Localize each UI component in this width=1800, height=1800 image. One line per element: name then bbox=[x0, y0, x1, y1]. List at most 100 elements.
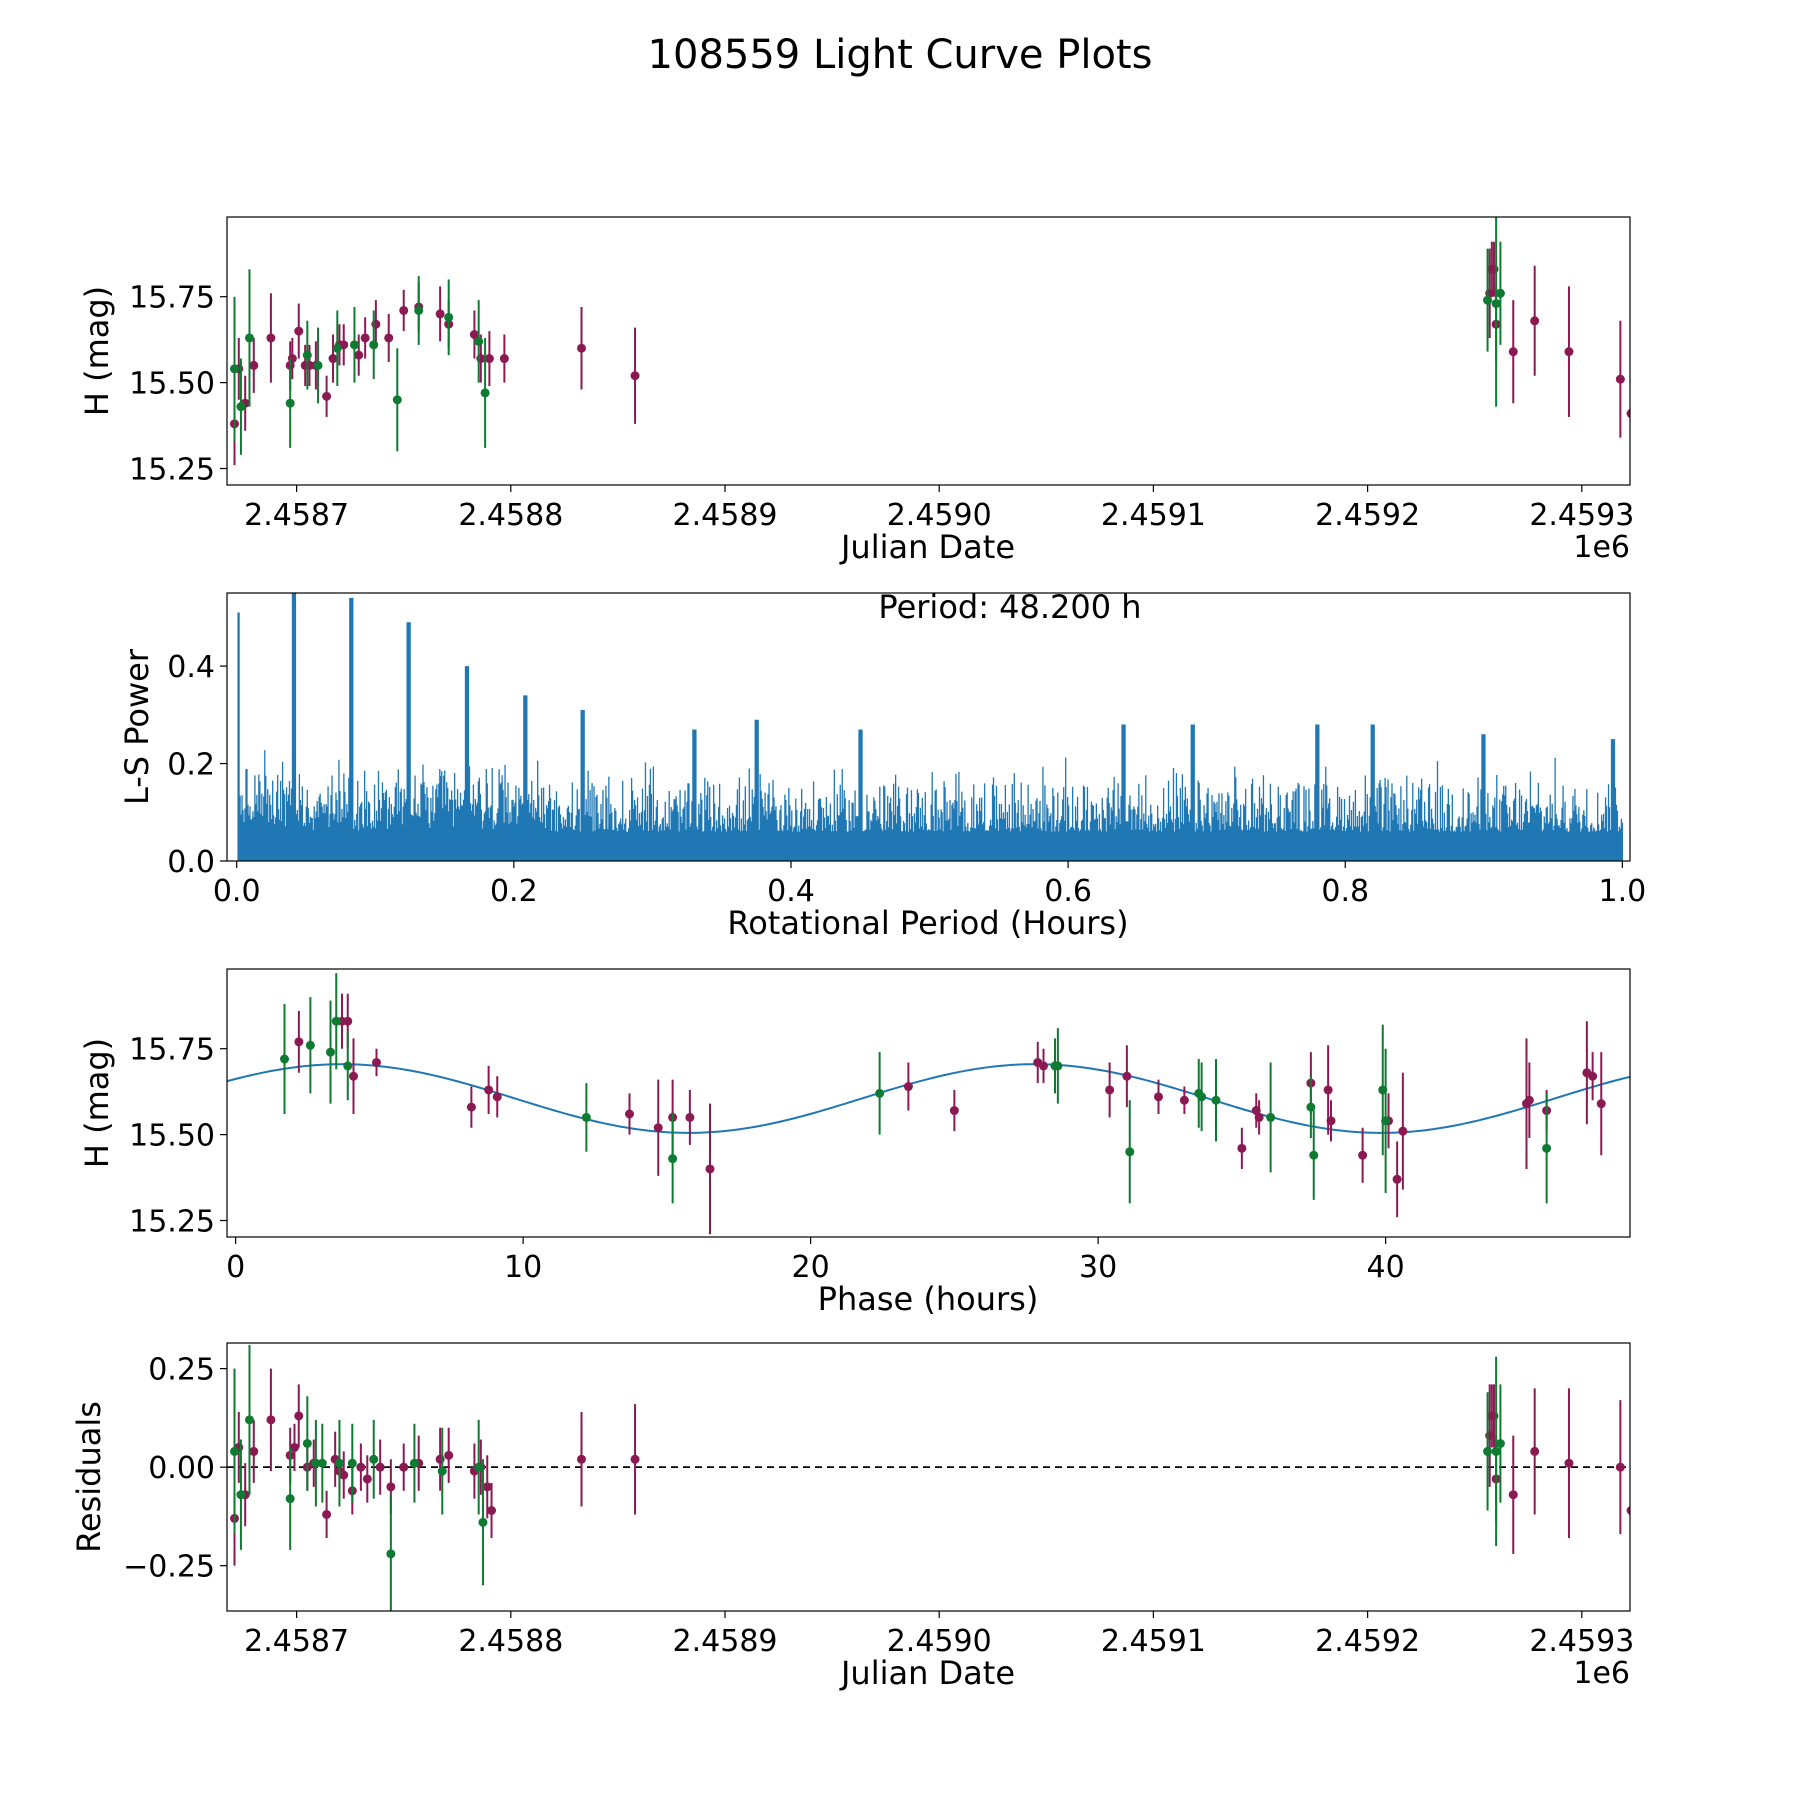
data-point bbox=[478, 1517, 488, 1527]
data-point bbox=[1483, 1446, 1493, 1456]
x-tick-label: 0.2 bbox=[490, 874, 538, 909]
data-point bbox=[372, 1057, 381, 1067]
data-point bbox=[653, 1123, 663, 1133]
data-point bbox=[1237, 1143, 1247, 1153]
data-point bbox=[356, 1462, 366, 1472]
phased-panel: 0 10 20 30 40 15.25 15.50 15.75 Phase (hours) H… bbox=[78, 968, 1631, 1318]
data-point bbox=[317, 1458, 327, 1468]
x-tick-label: 0.4 bbox=[767, 874, 815, 909]
data-point bbox=[474, 1462, 484, 1472]
data-point bbox=[360, 333, 370, 343]
data-point bbox=[1530, 316, 1540, 326]
data-point bbox=[375, 1462, 385, 1472]
data-point bbox=[369, 1454, 379, 1464]
y-tick-label: 0.2 bbox=[167, 748, 215, 783]
data-point bbox=[492, 1092, 502, 1102]
x-tick-label: 0 bbox=[226, 1250, 245, 1285]
data-point bbox=[1491, 299, 1501, 309]
residuals-x-label: Julian Date bbox=[839, 1654, 1015, 1692]
residuals-frame bbox=[226, 1342, 1631, 1612]
data-point bbox=[302, 1439, 312, 1448]
figure-title: 108559 Light Curve Plots bbox=[647, 32, 1153, 78]
data-point bbox=[331, 1016, 341, 1026]
data-point bbox=[437, 1466, 447, 1476]
data-point bbox=[249, 360, 259, 370]
data-point bbox=[1323, 1085, 1333, 1095]
data-point bbox=[322, 1509, 332, 1519]
data-point bbox=[332, 343, 342, 353]
data-point bbox=[236, 1490, 246, 1500]
data-point bbox=[294, 326, 304, 336]
data-point bbox=[1197, 1092, 1207, 1102]
data-point bbox=[343, 1016, 353, 1026]
data-point bbox=[362, 1474, 372, 1484]
data-point bbox=[875, 1088, 885, 1098]
data-point bbox=[313, 360, 323, 370]
data-point bbox=[435, 1454, 445, 1464]
data-point bbox=[1053, 1061, 1063, 1071]
data-point bbox=[1626, 1506, 1630, 1515]
x-tick-label: 2.4588 bbox=[458, 498, 563, 533]
data-point bbox=[1309, 1150, 1319, 1160]
x-tick-label: 2.4593 bbox=[1529, 1624, 1634, 1659]
data-point bbox=[903, 1082, 913, 1092]
y-tick-label: 15.50 bbox=[129, 1119, 215, 1154]
data-point bbox=[266, 1415, 276, 1425]
data-point bbox=[949, 1106, 959, 1116]
data-point bbox=[1381, 1116, 1391, 1126]
data-point bbox=[1211, 1095, 1221, 1105]
data-point bbox=[1105, 1085, 1115, 1095]
periodogram-noise-floor bbox=[238, 831, 1621, 861]
y-tick-label: −0.25 bbox=[123, 1550, 215, 1585]
data-point bbox=[287, 354, 297, 364]
data-point bbox=[384, 333, 394, 343]
data-point bbox=[630, 1454, 640, 1464]
data-point bbox=[294, 1037, 304, 1047]
data-point bbox=[581, 1112, 591, 1122]
data-point bbox=[392, 395, 402, 405]
data-point bbox=[435, 309, 445, 319]
data-point bbox=[705, 1164, 715, 1174]
residuals-y-label: Residuals bbox=[70, 1401, 108, 1553]
data-point bbox=[1615, 1462, 1625, 1472]
data-point bbox=[280, 1054, 289, 1064]
y-tick-label: 0.4 bbox=[167, 650, 215, 685]
periodogram-x-label: Rotational Period (Hours) bbox=[727, 904, 1128, 942]
lightcurve-y-label: H (mag) bbox=[78, 286, 116, 416]
x-tick-label: 2.4593 bbox=[1529, 498, 1634, 533]
data-point bbox=[480, 388, 490, 398]
data-point bbox=[229, 364, 239, 374]
data-point bbox=[347, 1458, 357, 1468]
data-point bbox=[476, 354, 486, 364]
data-point bbox=[576, 343, 586, 353]
phased-model-curve bbox=[227, 1063, 1630, 1134]
x-tick-label: 20 bbox=[792, 1250, 830, 1285]
data-point bbox=[1564, 347, 1574, 357]
data-point bbox=[1495, 288, 1505, 298]
data-point bbox=[1530, 1446, 1540, 1456]
data-point bbox=[1179, 1095, 1189, 1105]
y-tick-label: 15.25 bbox=[129, 1205, 215, 1240]
y-tick-label: 15.50 bbox=[129, 367, 215, 402]
x-tick-label: 0.0 bbox=[213, 874, 261, 909]
data-point bbox=[1485, 1431, 1495, 1441]
data-point bbox=[484, 1085, 494, 1095]
data-point bbox=[625, 1109, 634, 1119]
periodogram-panel: 0.0 0.2 0.4 0.6 0.8 1.0 0.0 0.2 0.4 Period: 48.2… bbox=[118, 588, 1646, 942]
data-point bbox=[1615, 374, 1625, 384]
x-tick-label: 2.4587 bbox=[244, 498, 349, 533]
y-tick-label: 0.0 bbox=[167, 845, 215, 880]
data-point bbox=[1326, 1116, 1336, 1126]
data-point bbox=[285, 1494, 295, 1504]
data-point bbox=[289, 1442, 299, 1452]
data-point bbox=[328, 354, 338, 364]
lightcurve-plot-area bbox=[229, 217, 1630, 466]
data-point bbox=[444, 1450, 454, 1460]
data-point bbox=[249, 1446, 259, 1456]
x-tick-label: 2.4587 bbox=[244, 1624, 349, 1659]
residuals-plot-area bbox=[227, 1344, 1630, 1611]
data-point bbox=[1596, 1099, 1606, 1109]
residuals-panel: 2.4587 2.4588 2.4589 2.4590 2.4591 2.4592 2.45… bbox=[70, 1342, 1634, 1692]
periodogram-axis-ticks: 0.0 0.2 0.4 0.6 0.8 1.0 0.0 0.2 0.4 bbox=[167, 650, 1646, 909]
data-point bbox=[487, 1506, 497, 1515]
